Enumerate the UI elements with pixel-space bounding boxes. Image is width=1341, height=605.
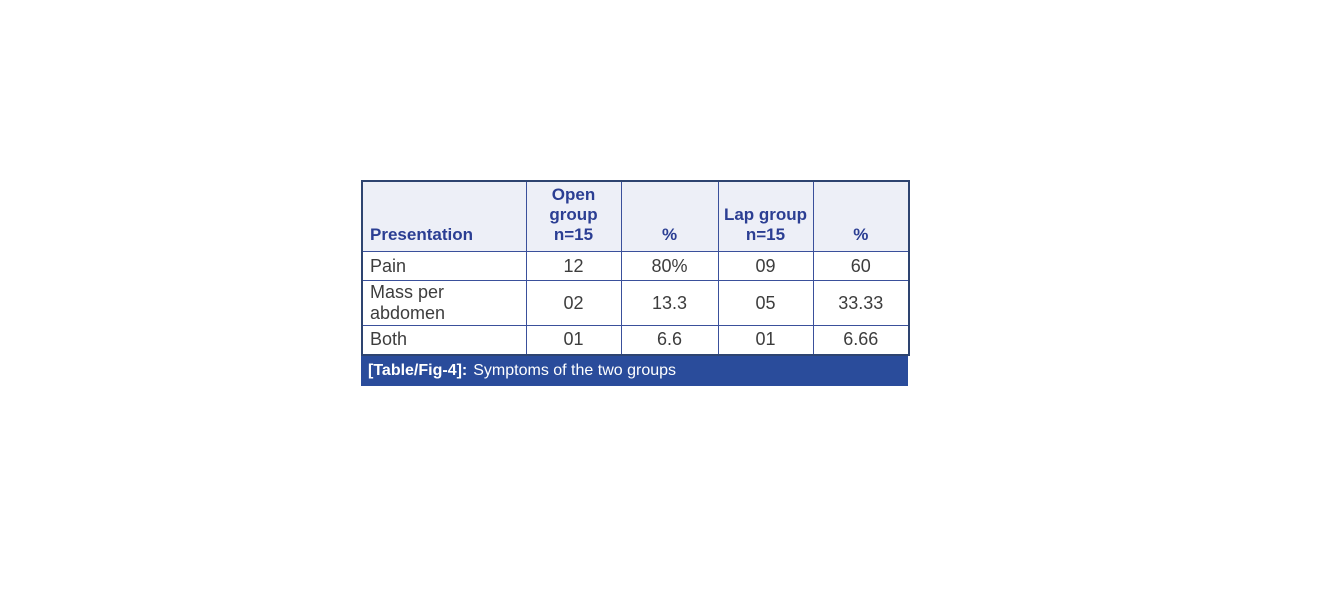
table-cell: Pain xyxy=(361,251,527,281)
table-cell: 6.66 xyxy=(812,325,910,355)
table-cell: 01 xyxy=(525,325,622,355)
table-row: Mass per abdomen 02 13.3 05 33.33 xyxy=(361,280,910,326)
table-cell: 05 xyxy=(717,280,814,326)
table-caption-tag: [Table/Fig-4]: xyxy=(368,361,468,379)
table-cell: 09 xyxy=(717,251,814,281)
table-cell: 02 xyxy=(525,280,622,326)
header-cell-lap-group: Lap group n=15 xyxy=(717,180,814,252)
table-figure: Presentation Open group n=15 % Lap group… xyxy=(361,180,910,386)
header-cell-presentation: Presentation xyxy=(361,180,527,252)
table-caption-bar: [Table/Fig-4]: Symptoms of the two group… xyxy=(361,355,908,386)
table-row: Both 01 6.6 01 6.66 xyxy=(361,325,910,355)
header-cell-open-group: Open group n=15 xyxy=(525,180,622,252)
table-caption-text: Symptoms of the two groups xyxy=(473,361,677,379)
table-cell: Mass per abdomen xyxy=(361,280,527,326)
symptoms-table: Presentation Open group n=15 % Lap group… xyxy=(361,180,910,356)
table-cell: 12 xyxy=(525,251,622,281)
table-cell: Both xyxy=(361,325,527,355)
table-cell: 6.6 xyxy=(620,325,719,355)
table-cell: 01 xyxy=(717,325,814,355)
header-row: Presentation Open group n=15 % Lap group… xyxy=(361,180,910,252)
table-cell: 13.3 xyxy=(620,280,719,326)
table-cell: 80% xyxy=(620,251,719,281)
table-row: Pain 12 80% 09 60 xyxy=(361,251,910,281)
header-cell-lap-percent: % xyxy=(812,180,910,252)
table-cell: 33.33 xyxy=(812,280,910,326)
table-cell: 60 xyxy=(812,251,910,281)
header-cell-open-percent: % xyxy=(620,180,719,252)
